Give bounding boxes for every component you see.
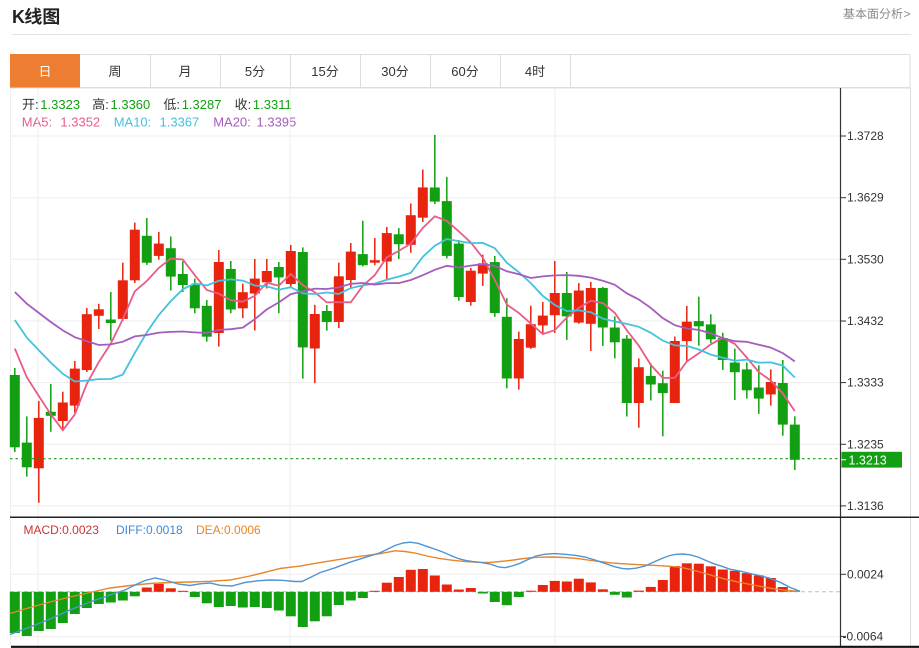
svg-text:15: 15 — [311, 64, 325, 79]
svg-text::: : — [248, 97, 252, 112]
svg-text::: : — [105, 97, 109, 112]
svg-text::: : — [35, 97, 39, 112]
svg-text:0.0024: 0.0024 — [847, 567, 884, 581]
svg-text:1.3360: 1.3360 — [111, 97, 151, 112]
svg-text:60: 60 — [451, 64, 465, 79]
svg-text:30: 30 — [381, 64, 395, 79]
svg-text:1.3432: 1.3432 — [847, 314, 884, 328]
svg-text:5: 5 — [245, 64, 252, 79]
svg-text:1.3530: 1.3530 — [847, 252, 884, 266]
svg-text:1.3136: 1.3136 — [847, 499, 884, 513]
svg-text:1.3213: 1.3213 — [849, 453, 887, 467]
svg-text:1.3311: 1.3311 — [253, 97, 292, 112]
svg-text:4: 4 — [525, 64, 532, 79]
svg-text:K: K — [12, 7, 25, 27]
svg-text:1.3235: 1.3235 — [847, 437, 884, 451]
svg-text:1.3323: 1.3323 — [40, 97, 80, 112]
svg-text:1.3333: 1.3333 — [847, 376, 884, 390]
svg-text:1.3629: 1.3629 — [847, 191, 884, 205]
svg-text:1.3287: 1.3287 — [182, 97, 222, 112]
svg-text:-0.0064: -0.0064 — [843, 629, 884, 643]
svg-text:1.3728: 1.3728 — [847, 129, 884, 143]
svg-text::: : — [176, 97, 180, 112]
svg-text:>: > — [904, 7, 911, 21]
